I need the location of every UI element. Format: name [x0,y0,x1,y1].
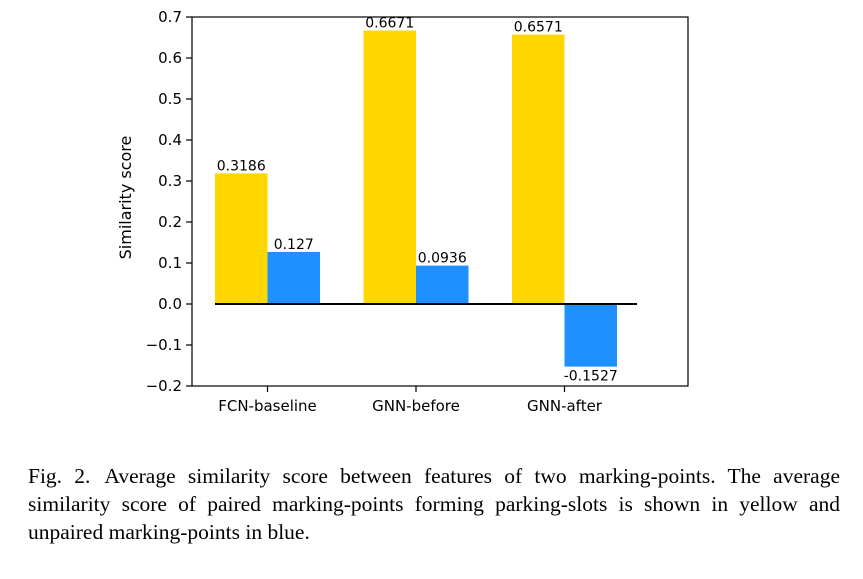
bar-value-label: -0.1527 [564,369,618,385]
bar-gnn-after-series-2 [564,304,617,367]
y-tick-label: 0.7 [158,8,182,26]
y-tick-label: 0.2 [158,213,182,231]
y-tick-label: 0.5 [158,90,182,108]
y-axis: 0.7 0.6 0.5 0.4 0.3 0.2 0.1 0.0 −0.1 −0.2 [146,8,192,395]
bar-value-label: 0.0936 [418,251,467,267]
x-axis: FCN-baseline GNN-before GNN-after [218,386,603,415]
bar-fcn-baseline-series-2 [267,251,320,304]
caption-text: Average similarity score between feature… [28,464,840,544]
caption-label: Fig. 2. [28,464,91,488]
x-tick-label: GNN-after [527,397,603,415]
bar-gnn-before-series-2 [416,265,469,304]
y-tick-label: 0.1 [158,254,182,272]
bar-value-label: 0.3186 [217,158,266,174]
bar-chart: 0.3186 0.127 0.6671 0.0936 0.6571 -0.1527 0.7… [116,8,689,415]
bar-value-label: 0.6671 [365,15,414,31]
y-tick-label: 0.0 [158,295,182,313]
bar-gnn-before-series-1 [363,30,416,304]
y-tick-label: 0.4 [158,131,182,149]
y-tick-label: −0.1 [146,336,182,354]
y-axis-title: Similarity score [116,136,135,260]
bar-value-label: 0.6571 [514,20,563,36]
bar-gnn-after-series-1 [512,34,565,305]
bar-fcn-baseline-series-1 [215,173,268,304]
x-tick-label: FCN-baseline [218,397,317,415]
y-tick-label: 0.6 [158,49,182,67]
bars-group [215,30,617,367]
bar-labels-group: 0.3186 0.127 0.6671 0.0936 0.6571 -0.1527 [217,15,618,384]
x-tick-label: GNN-before [372,397,460,415]
axes-frame [191,16,689,387]
y-tick-label: 0.3 [158,172,182,190]
bar-value-label: 0.127 [274,237,314,253]
y-tick-label: −0.2 [146,377,182,395]
figure-caption: Fig. 2. Average similarity score between … [28,462,840,546]
